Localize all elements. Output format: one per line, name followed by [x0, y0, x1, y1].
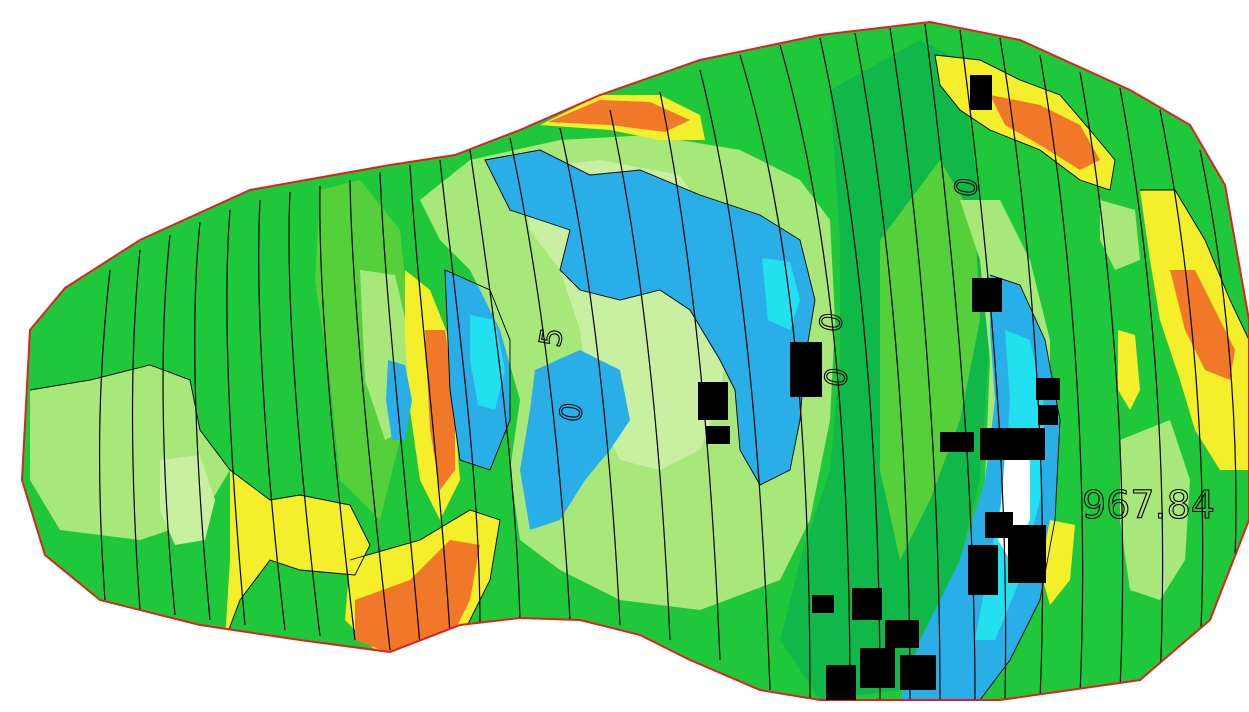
orange-zone [425, 330, 455, 490]
blue-zone [386, 360, 412, 440]
zone-outlines [29, 54, 1249, 700]
building [980, 428, 1045, 460]
yellow-zone [225, 470, 370, 640]
orange-zone [1170, 270, 1235, 380]
building [1036, 378, 1060, 400]
building [790, 342, 822, 397]
site-boundary [20, 20, 1249, 701]
building [860, 648, 895, 688]
orange-zone [355, 540, 480, 655]
building [972, 278, 1002, 312]
cyan-zone [762, 258, 800, 330]
building [885, 620, 919, 648]
orange-zone [548, 100, 690, 132]
building [698, 382, 728, 420]
mid-green-band [880, 160, 980, 560]
building [940, 432, 974, 452]
elevation-label: 967.84 [1082, 483, 1215, 527]
building [1008, 525, 1046, 583]
building [900, 655, 936, 690]
buildings [698, 75, 1060, 700]
building [970, 75, 992, 110]
yellow-zone [1118, 330, 1140, 410]
light-green-patch [1100, 200, 1140, 270]
building [852, 588, 882, 620]
building [826, 665, 856, 700]
building [968, 545, 998, 595]
yellow-zone [1040, 520, 1075, 605]
light-green-patch [160, 455, 215, 545]
orange-zone [990, 95, 1100, 170]
building [1038, 405, 1058, 425]
building [706, 426, 730, 444]
building [812, 595, 834, 613]
light-green-patch [1120, 420, 1190, 600]
contour-lines [98, 23, 1237, 700]
